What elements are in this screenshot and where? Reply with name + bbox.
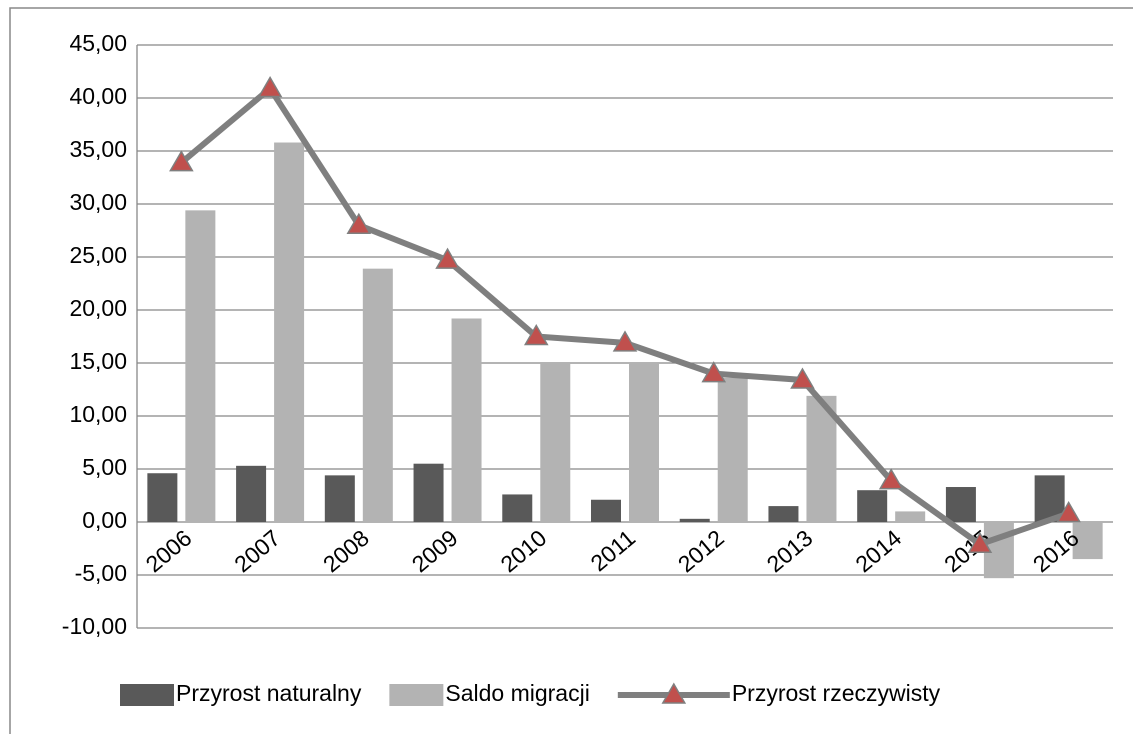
bar: [502, 494, 533, 522]
bar: [451, 318, 482, 522]
bar: [895, 511, 926, 522]
y-tick-label: 45,00: [69, 30, 127, 56]
marker: [523, 324, 549, 346]
bar: [540, 363, 571, 522]
marker: [967, 531, 993, 554]
x-tick-label: 2012: [673, 525, 729, 578]
y-tick-label: -10,00: [62, 613, 127, 639]
marker: [701, 361, 727, 383]
bar: [679, 518, 710, 522]
legend-swatch: [389, 684, 444, 706]
marker: [878, 468, 904, 490]
x-tick-label: 2013: [762, 525, 818, 578]
x-tick-label: 2009: [407, 525, 463, 578]
y-tick-label: 20,00: [69, 295, 127, 321]
bar: [629, 363, 659, 522]
legend-label: Przyrost rzeczywisty: [732, 680, 941, 706]
x-tick-label: 2010: [495, 525, 551, 578]
x-tick-label: 2008: [318, 525, 374, 578]
bar: [857, 490, 888, 522]
bar: [147, 473, 178, 522]
y-tick-label: 30,00: [69, 189, 127, 215]
x-tick-label: 2014: [850, 524, 906, 577]
bar: [362, 268, 393, 522]
y-tick-label: 40,00: [69, 83, 127, 109]
y-tick-label: -5,00: [75, 560, 127, 586]
bar: [591, 499, 621, 522]
bar: [768, 506, 799, 522]
marker: [790, 367, 815, 389]
bar: [324, 475, 355, 522]
marker: [435, 247, 460, 269]
bar: [413, 463, 444, 522]
line: [179, 83, 1070, 548]
y-tick-label: 0,00: [82, 507, 127, 533]
legend-label: Przyrost naturalny: [176, 680, 362, 706]
legend-swatch: [120, 684, 174, 706]
bar: [274, 142, 305, 522]
marker: [257, 75, 283, 98]
legend-label: Saldo migracji: [445, 680, 589, 706]
marker: [661, 682, 687, 704]
y-tick-label: 25,00: [69, 242, 127, 268]
y-tick-label: 35,00: [69, 136, 127, 162]
bar: [236, 465, 267, 522]
y-tick-label: 10,00: [69, 401, 127, 427]
bar: [945, 487, 976, 522]
y-tick-label: 5,00: [82, 454, 127, 480]
marker: [1056, 501, 1081, 523]
x-tick-label: 2011: [586, 525, 641, 577]
marker: [346, 212, 372, 234]
bar: [185, 210, 216, 523]
marker: [612, 330, 638, 352]
y-tick-label: 15,00: [69, 348, 127, 374]
x-tick-label: 2007: [229, 525, 285, 578]
bar: [717, 377, 748, 522]
marker: [169, 150, 194, 172]
chart-frame: [9, 7, 1133, 734]
x-tick-label: 2006: [141, 525, 197, 578]
bar: [1072, 522, 1103, 560]
